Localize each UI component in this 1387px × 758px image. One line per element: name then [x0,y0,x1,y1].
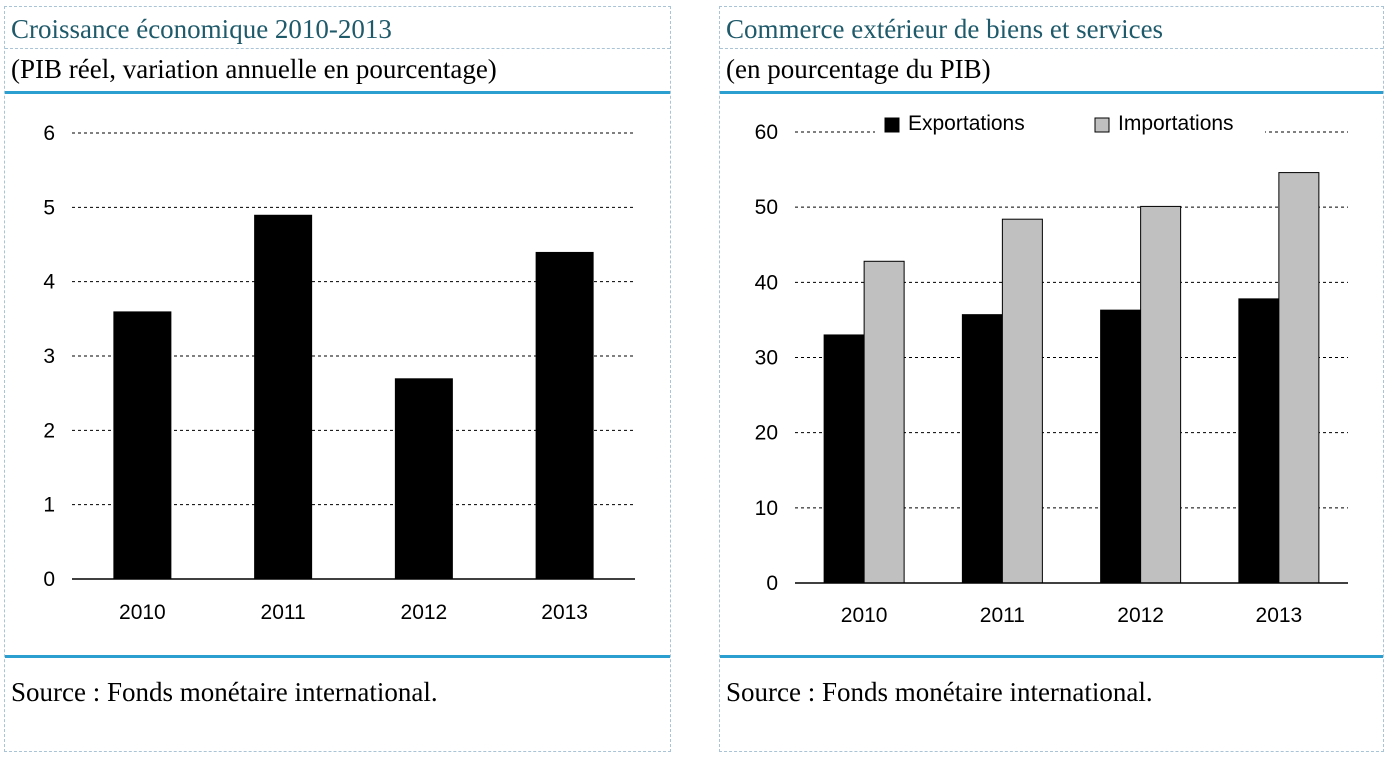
y-tick-label: 50 [755,196,778,219]
y-tick-label: 5 [43,196,55,219]
header-rule [720,91,1383,94]
bar-exportations-2013 [1238,298,1280,584]
bar-2011 [254,214,313,579]
y-tick-label: 2 [43,419,55,442]
bar-2010 [113,311,172,579]
title-separator [5,48,670,49]
y-tick-label: 10 [755,497,778,520]
y-tick-label: 3 [43,345,55,368]
legend-background [875,107,1265,141]
bar-2013 [535,251,594,579]
source-note: Source : Fonds monétaire international. [726,677,1153,707]
x-tick-label: 2012 [1117,604,1164,627]
bar-importations-2012 [1140,205,1182,584]
chart-subtitle: (PIB réel, variation annuelle en pourcen… [11,54,497,84]
legend-label-importations: Importations [1118,112,1234,135]
legend-swatch-exportations [884,117,900,133]
title-separator [720,48,1383,49]
header-rule [5,91,670,94]
footer-rule [5,655,670,658]
chart-panel-foreign-trade: Commerce extérieur de biens et services … [719,6,1384,752]
bar-importations-2011 [1001,218,1043,584]
y-tick-label: 40 [755,271,778,294]
x-tick-label: 2013 [1256,604,1303,627]
bar-importations-2013 [1278,172,1320,584]
chart-subtitle: (en pourcentage du PIB) [726,54,991,84]
chart-panel-gdp-growth: Croissance économique 2010-2013 (PIB rée… [4,6,671,752]
y-tick-label: 60 [755,121,778,144]
x-tick-label: 2010 [119,601,166,624]
bar-importations-2010 [863,260,905,584]
y-tick-label: 1 [43,494,55,517]
bar-exportations-2011 [961,314,1003,584]
footer-rule [720,655,1383,658]
legend-swatch-importations [1094,117,1110,133]
bar-2012 [394,378,453,579]
y-tick-label: 0 [43,568,55,591]
x-tick-label: 2013 [541,601,588,624]
chart-title: Commerce extérieur de biens et services [726,14,1164,44]
x-tick-label: 2011 [261,601,306,624]
x-tick-label: 2011 [980,604,1025,627]
y-tick-label: 0 [766,572,778,595]
y-tick-label: 30 [755,347,778,370]
chart-title: Croissance économique 2010-2013 [11,14,392,44]
foreign-trade-bar-chart: 0 10 20 30 40 50 60 2010 2011 2012 2013 Exportation… [755,107,1348,627]
y-tick-label: 4 [43,271,55,294]
bar-exportations-2012 [1100,309,1142,584]
bar-exportations-2010 [823,334,865,584]
legend-label-exportations: Exportations [908,112,1025,135]
x-tick-label: 2012 [401,601,448,624]
y-tick-label: 20 [755,422,778,445]
gdp-growth-bar-chart: 0 1 2 3 4 5 6 2010 2011 2012 2013 [43,122,635,624]
x-tick-label: 2010 [841,604,888,627]
source-note: Source : Fonds monétaire international. [11,677,438,707]
y-tick-label: 6 [43,122,55,145]
